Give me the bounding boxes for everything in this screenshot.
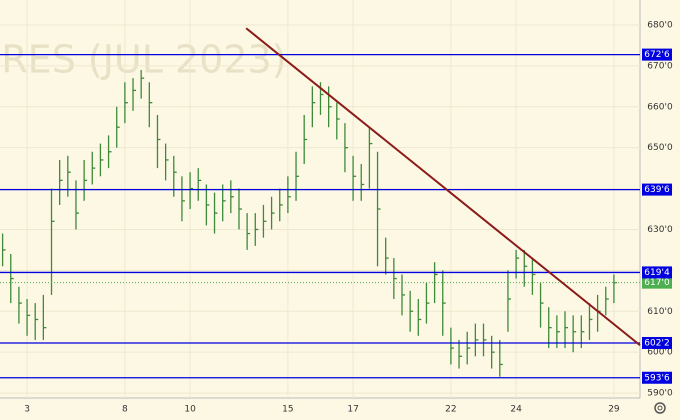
- level-label: 619'4: [644, 268, 670, 278]
- x-tick-label: 29: [608, 405, 620, 415]
- level-box: [642, 371, 672, 384]
- settings-icon[interactable]: [654, 402, 666, 414]
- level-box: [642, 183, 672, 196]
- level-box: [642, 266, 672, 279]
- level-box: [642, 48, 672, 61]
- x-tick-label: 17: [347, 405, 358, 415]
- y-tick-label: 600'0: [647, 348, 673, 358]
- last-price-label: 617'0: [644, 278, 670, 288]
- x-tick-label: 3: [24, 405, 30, 415]
- x-tick-label: 15: [282, 405, 293, 415]
- y-tick-label: 650'0: [647, 143, 673, 153]
- y-tick-label: 660'0: [647, 102, 673, 112]
- x-tick-label: 10: [184, 405, 196, 415]
- y-tick-label: 630'0: [647, 225, 673, 235]
- level-label: 639'6: [644, 185, 670, 195]
- watermark: URES (JUL 2023): [0, 38, 287, 82]
- level-label: 593'6: [644, 373, 670, 383]
- level-label: 602'2: [644, 338, 669, 348]
- level-label: 672'6: [644, 50, 670, 60]
- trendline: [245, 27, 641, 347]
- x-tick-label: 8: [122, 405, 128, 415]
- last-price-box: [642, 276, 672, 289]
- y-tick-label: 680'0: [647, 20, 673, 30]
- level-box: [642, 336, 672, 349]
- x-tick-label: 24: [510, 405, 522, 415]
- x-tick-label: 22: [445, 405, 456, 415]
- y-tick-label: 610'0: [647, 307, 673, 317]
- y-tick-label: 670'0: [647, 61, 673, 71]
- y-tick-label: 590'0: [647, 389, 673, 399]
